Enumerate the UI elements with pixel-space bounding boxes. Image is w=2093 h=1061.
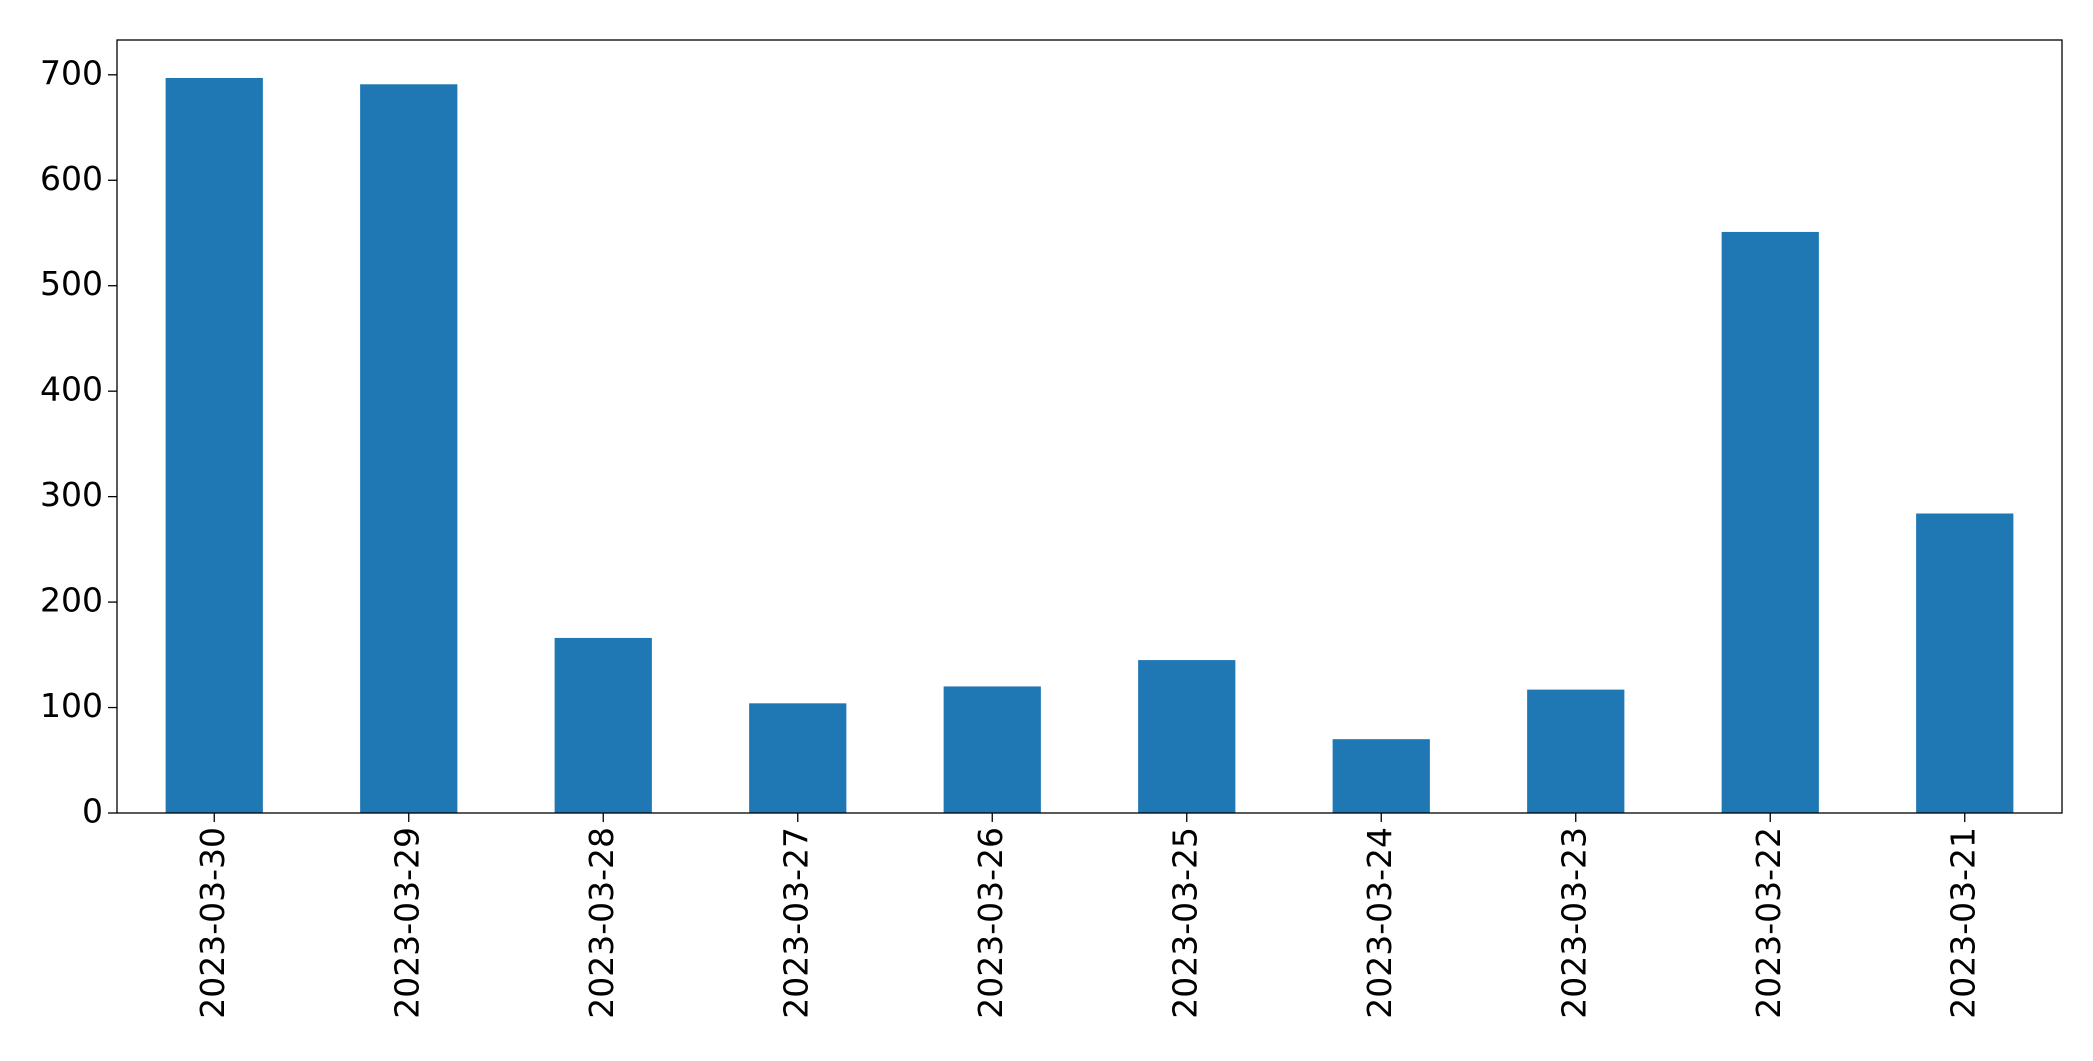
bar [360,84,458,814]
x-tick-label: 2023-03-28 [582,827,621,1019]
x-tick-label: 2023-03-25 [1165,827,1204,1019]
bar [1138,660,1236,813]
bar [943,686,1041,813]
x-tick-label: 2023-03-27 [776,827,815,1019]
bar [749,703,847,813]
x-tick-label: 2023-03-24 [1360,827,1399,1019]
x-tick-label: 2023-03-23 [1554,827,1593,1019]
y-tick-label: 200 [40,581,103,620]
x-tick-label: 2023-03-29 [387,827,426,1019]
bar [1332,739,1430,813]
bar [1527,689,1625,813]
x-tick-label: 2023-03-22 [1749,827,1788,1019]
y-tick-label: 0 [82,792,103,831]
y-tick-label: 100 [40,686,103,725]
bar [165,77,263,813]
x-tick-label: 2023-03-30 [193,827,232,1019]
bar [1721,231,1819,814]
y-tick-label: 600 [40,159,103,198]
y-tick-label: 400 [40,370,103,409]
y-tick-label: 300 [40,475,103,514]
y-tick-label: 700 [40,53,103,92]
bar [1916,513,2014,813]
x-tick-label: 2023-03-26 [971,827,1010,1019]
x-tick-label: 2023-03-21 [1943,827,1982,1019]
y-tick-label: 500 [40,264,103,303]
bar [554,637,652,813]
plot-frame [116,39,2063,814]
